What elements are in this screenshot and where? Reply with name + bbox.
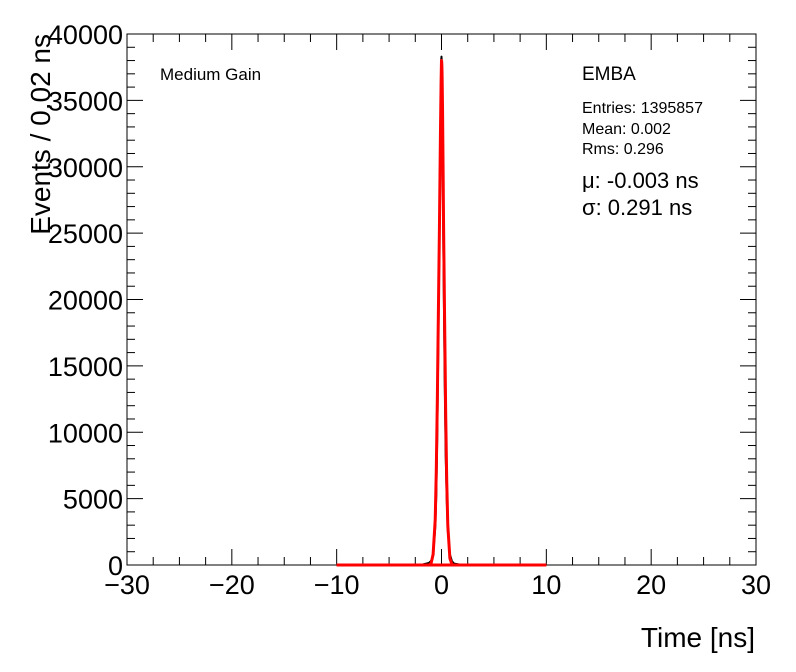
y-tick-label: 35000 xyxy=(48,86,123,116)
x-tick-label: 10 xyxy=(531,570,561,600)
x-axis-label: Time [ns] xyxy=(641,622,755,653)
x-tick-label: 0 xyxy=(434,570,449,600)
y-tick-label: 20000 xyxy=(48,286,123,316)
data-layer xyxy=(336,55,547,567)
stats-box: EMBA Entries: 1395857 Mean: 0.002 Rms: 0… xyxy=(582,64,703,220)
y-tick-label: 30000 xyxy=(48,153,123,183)
x-tick-label: 20 xyxy=(636,570,666,600)
fit-mu: μ: -0.003 ns xyxy=(582,168,699,193)
corner-label: Medium Gain xyxy=(160,65,261,84)
y-tick-label: 5000 xyxy=(63,485,123,515)
x-tick-label: −30 xyxy=(104,570,150,600)
y-tick-label: 25000 xyxy=(48,219,123,249)
y-axis-label: Events / 0.02 ns xyxy=(25,34,56,235)
fit-curve-line xyxy=(336,59,547,567)
tick-labels: −30 −20 −10 0 10 20 30 0 5000 10000 15000 20000 2500… xyxy=(48,20,771,600)
x-tick-label: −20 xyxy=(209,570,255,600)
stats-mean: Mean: 0.002 xyxy=(582,121,671,138)
y-tick-label: 10000 xyxy=(48,418,123,448)
stats-rms: Rms: 0.296 xyxy=(582,141,664,158)
y-tick-label: 0 xyxy=(108,551,123,581)
y-tick-label: 40000 xyxy=(48,20,123,50)
stats-title: EMBA xyxy=(582,64,636,85)
y-tick-label: 15000 xyxy=(48,352,123,382)
axis-ticks xyxy=(126,33,757,566)
x-tick-label: −10 xyxy=(314,570,360,600)
stats-entries: Entries: 1395857 xyxy=(582,100,703,117)
x-tick-label: 30 xyxy=(741,570,771,600)
fit-sigma: σ: 0.291 ns xyxy=(582,195,692,220)
